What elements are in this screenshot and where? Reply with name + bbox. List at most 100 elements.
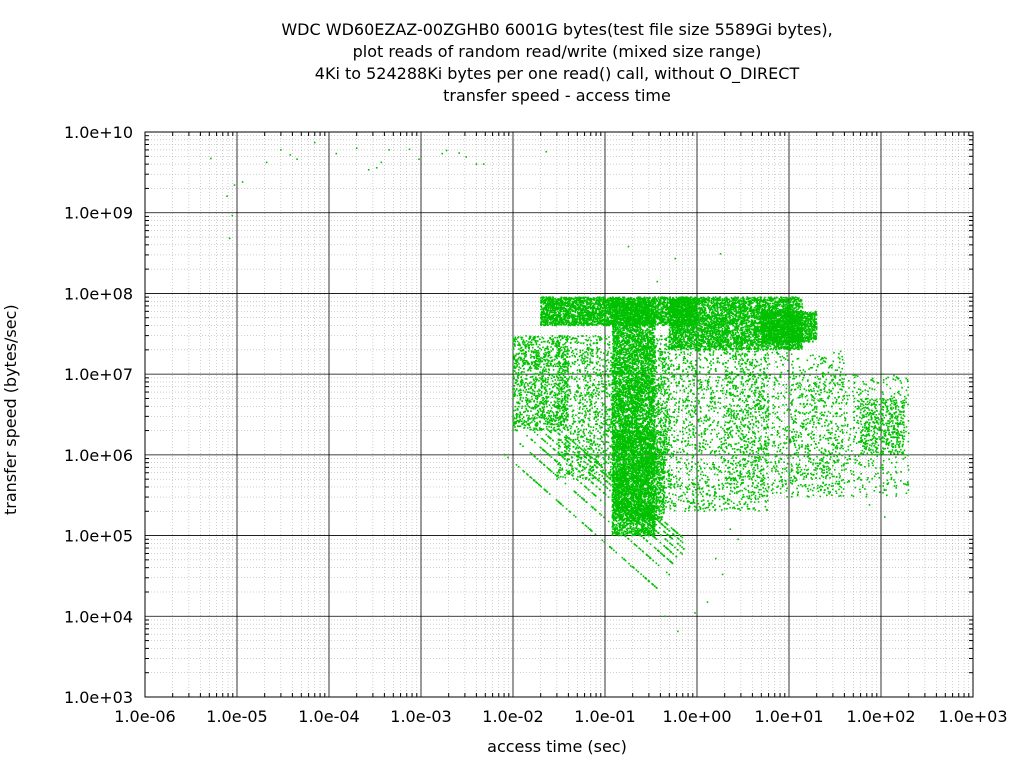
data-point (659, 319, 661, 321)
data-point (733, 314, 736, 317)
data-point (564, 312, 567, 315)
data-point (602, 302, 604, 305)
data-point (563, 298, 565, 301)
data-point (612, 299, 615, 302)
data-point (575, 322, 577, 325)
data-point (546, 309, 548, 311)
data-point (739, 316, 742, 318)
data-point (562, 320, 564, 322)
data-point (630, 297, 633, 300)
data-point (600, 322, 603, 325)
data-point (685, 325, 688, 328)
data-point (574, 322, 576, 325)
data-point (722, 314, 725, 317)
data-point (559, 317, 562, 319)
data-point (589, 323, 592, 326)
data-point (637, 296, 639, 298)
data-point (606, 298, 609, 301)
data-point (605, 307, 607, 309)
data-point (545, 306, 547, 308)
data-point (607, 303, 610, 305)
data-point (549, 296, 551, 298)
data-point (588, 306, 591, 309)
data-point (598, 321, 600, 324)
data-point (569, 312, 572, 315)
data-point (719, 337, 722, 339)
data-point (544, 301, 546, 304)
data-point (786, 345, 788, 348)
data-point (660, 299, 662, 301)
data-point (757, 299, 760, 302)
data-point (623, 310, 625, 313)
data-point (541, 301, 543, 304)
data-point (644, 322, 646, 325)
data-point (552, 303, 554, 306)
data-point (700, 327, 702, 329)
data-point (549, 323, 551, 325)
data-point (572, 305, 574, 307)
data-point (633, 299, 635, 301)
data-point (577, 321, 579, 324)
data-point (563, 307, 565, 309)
data-point (767, 310, 769, 312)
data-point (554, 303, 557, 305)
data-point (583, 305, 586, 307)
data-point (743, 313, 745, 315)
data-point (561, 321, 563, 323)
data-point (620, 303, 623, 305)
data-point (565, 312, 568, 314)
data-point (562, 310, 564, 313)
data-point (602, 313, 604, 315)
data-point (663, 300, 665, 302)
data-point (601, 297, 603, 299)
data-point (549, 297, 552, 300)
data-point (625, 300, 627, 302)
data-point (649, 321, 652, 323)
data-point (676, 310, 679, 313)
data-point (721, 316, 724, 319)
data-point (575, 306, 577, 308)
data-point (689, 303, 692, 305)
data-point (732, 325, 734, 327)
data-point (612, 297, 615, 300)
data-point (543, 296, 545, 299)
data-point (663, 321, 666, 324)
data-point (583, 324, 585, 327)
data-point (583, 322, 585, 324)
data-point (554, 302, 556, 304)
data-point (560, 306, 563, 309)
data-point (557, 323, 559, 326)
data-point (546, 306, 549, 308)
data-point (556, 317, 558, 320)
data-point (667, 312, 669, 314)
data-point (556, 319, 558, 322)
data-point (571, 302, 574, 304)
data-point (603, 297, 605, 300)
data-point (605, 302, 608, 304)
data-point (666, 297, 669, 300)
data-point (580, 312, 582, 314)
data-point (579, 320, 581, 322)
data-point (608, 324, 610, 327)
data-point (627, 299, 629, 301)
data-point (664, 306, 666, 308)
data-point (547, 316, 550, 319)
data-point (554, 320, 556, 322)
data-point (580, 297, 582, 299)
data-point (563, 317, 566, 319)
data-point (599, 299, 602, 302)
data-point (636, 300, 638, 302)
data-point (670, 319, 672, 322)
data-point (610, 315, 613, 318)
data-point (546, 317, 549, 319)
data-point (600, 311, 603, 313)
data-point (575, 320, 578, 322)
data-point (599, 316, 602, 319)
data-point (668, 313, 670, 315)
data-point (661, 301, 664, 304)
data-point (573, 315, 575, 317)
data-point (590, 323, 592, 326)
data-point (685, 324, 688, 327)
data-point (552, 301, 554, 304)
data-point (661, 309, 664, 312)
